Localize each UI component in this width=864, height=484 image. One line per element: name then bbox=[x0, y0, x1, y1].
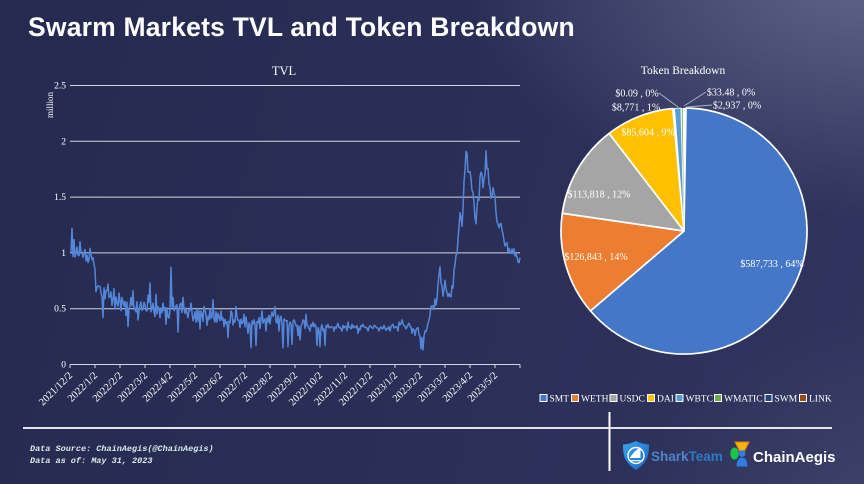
svg-text:million: million bbox=[45, 91, 55, 118]
svg-text:$33.48 , 0%: $33.48 , 0% bbox=[707, 88, 755, 99]
svg-text:WETH: WETH bbox=[581, 395, 609, 405]
svg-text:1: 1 bbox=[61, 249, 66, 259]
svg-text:SMT: SMT bbox=[550, 395, 570, 405]
svg-text:SharkTeam: SharkTeam bbox=[651, 449, 723, 464]
svg-text:2: 2 bbox=[61, 137, 66, 147]
svg-text:ChainAegis: ChainAegis bbox=[753, 449, 836, 466]
svg-text:2021/12/2: 2021/12/2 bbox=[37, 370, 75, 408]
svg-text:$0.09 , 0%: $0.09 , 0% bbox=[615, 89, 658, 100]
svg-text:0: 0 bbox=[61, 361, 66, 371]
svg-text:$587,733 , 64%: $587,733 , 64% bbox=[740, 259, 803, 270]
svg-text:DAI: DAI bbox=[657, 395, 674, 405]
svg-text:$126,843 , 14%: $126,843 , 14% bbox=[564, 252, 627, 263]
svg-text:TVL: TVL bbox=[272, 64, 296, 78]
svg-text:SWM: SWM bbox=[775, 395, 798, 405]
svg-text:$2,937 , 0%: $2,937 , 0% bbox=[713, 101, 761, 112]
svg-text:0.5: 0.5 bbox=[54, 305, 66, 315]
svg-text:$85,604 , 9%: $85,604 , 9% bbox=[621, 128, 674, 139]
svg-text:1.5: 1.5 bbox=[54, 193, 66, 203]
svg-text:$113,818 , 12%: $113,818 , 12% bbox=[568, 190, 631, 201]
svg-text:WMATIC: WMATIC bbox=[724, 395, 763, 405]
svg-text:USDC: USDC bbox=[620, 395, 645, 405]
svg-text:LINK: LINK bbox=[809, 395, 832, 405]
svg-text:2.5: 2.5 bbox=[54, 82, 66, 92]
svg-text:WBTC: WBTC bbox=[686, 395, 713, 405]
svg-text:Token Breakdown: Token Breakdown bbox=[641, 65, 726, 77]
svg-text:$8,771 , 1%: $8,771 , 1% bbox=[612, 103, 660, 114]
